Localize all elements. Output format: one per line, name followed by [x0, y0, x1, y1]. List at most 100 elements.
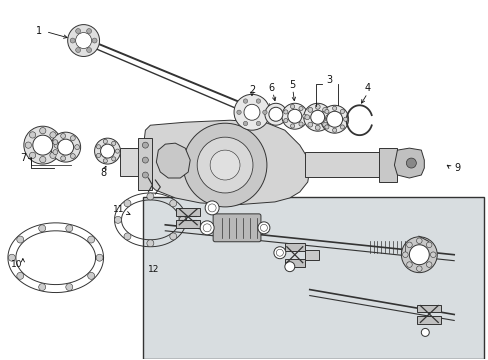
Circle shape: [256, 121, 260, 126]
Text: 1: 1: [36, 26, 42, 36]
Circle shape: [17, 273, 24, 279]
Circle shape: [179, 216, 186, 223]
Circle shape: [75, 145, 80, 149]
Circle shape: [426, 242, 431, 248]
Bar: [304, 152, 384, 177]
Circle shape: [406, 158, 415, 168]
Circle shape: [421, 328, 428, 336]
Circle shape: [321, 117, 325, 121]
Bar: [285, 259, 304, 267]
Circle shape: [244, 104, 260, 120]
Circle shape: [203, 224, 211, 232]
Circle shape: [307, 107, 312, 112]
Circle shape: [70, 38, 75, 43]
Circle shape: [94, 138, 120, 164]
Text: 7: 7: [20, 153, 26, 163]
Circle shape: [61, 156, 65, 161]
Circle shape: [268, 107, 282, 121]
Circle shape: [281, 103, 307, 129]
Circle shape: [124, 200, 131, 207]
Text: 12: 12: [147, 265, 159, 274]
Text: 5: 5: [288, 80, 294, 90]
Circle shape: [183, 123, 266, 207]
Circle shape: [58, 139, 74, 155]
Circle shape: [302, 114, 306, 118]
Text: 4: 4: [364, 84, 370, 93]
Circle shape: [273, 247, 285, 259]
Circle shape: [169, 200, 176, 207]
Bar: [304, 250, 318, 260]
Circle shape: [96, 153, 101, 158]
Circle shape: [236, 110, 241, 114]
Circle shape: [8, 254, 15, 261]
Circle shape: [70, 136, 75, 141]
Circle shape: [39, 225, 45, 232]
Circle shape: [343, 117, 347, 121]
Bar: [416, 316, 440, 324]
Circle shape: [200, 221, 214, 235]
Circle shape: [205, 201, 219, 215]
Circle shape: [310, 110, 324, 124]
Circle shape: [416, 238, 421, 244]
Polygon shape: [140, 120, 309, 205]
Circle shape: [298, 122, 303, 126]
Circle shape: [17, 236, 24, 243]
Circle shape: [39, 284, 45, 291]
Circle shape: [146, 240, 154, 247]
Text: 2: 2: [248, 85, 255, 95]
Circle shape: [332, 128, 336, 132]
Circle shape: [197, 137, 252, 193]
Circle shape: [53, 140, 58, 145]
Circle shape: [298, 106, 303, 111]
Circle shape: [322, 122, 327, 127]
Circle shape: [264, 103, 286, 125]
Circle shape: [124, 233, 131, 240]
Circle shape: [208, 204, 216, 212]
Circle shape: [324, 109, 328, 113]
Circle shape: [283, 118, 287, 123]
Circle shape: [406, 262, 411, 267]
Circle shape: [285, 262, 294, 272]
Circle shape: [86, 28, 91, 33]
Circle shape: [260, 224, 267, 231]
Text: 11: 11: [113, 206, 124, 215]
Circle shape: [426, 262, 431, 267]
Circle shape: [256, 99, 260, 103]
Circle shape: [96, 145, 101, 149]
Circle shape: [103, 139, 107, 144]
Circle shape: [315, 104, 320, 109]
Circle shape: [76, 32, 91, 49]
Circle shape: [340, 125, 344, 129]
Circle shape: [322, 107, 327, 112]
Polygon shape: [156, 143, 190, 178]
Circle shape: [76, 48, 81, 53]
Circle shape: [243, 99, 247, 103]
Circle shape: [276, 249, 283, 256]
Text: 3: 3: [326, 75, 332, 85]
Circle shape: [86, 48, 91, 53]
Circle shape: [429, 252, 435, 257]
Circle shape: [25, 142, 31, 148]
Bar: [138, 138, 152, 190]
Circle shape: [287, 109, 301, 123]
FancyArrowPatch shape: [418, 236, 428, 242]
Circle shape: [401, 237, 436, 273]
Bar: [176, 208, 200, 216]
Circle shape: [87, 236, 95, 243]
Circle shape: [142, 172, 148, 178]
Circle shape: [142, 142, 148, 148]
Circle shape: [325, 115, 330, 120]
Circle shape: [53, 150, 58, 154]
Circle shape: [50, 132, 56, 138]
Circle shape: [114, 216, 121, 223]
Bar: [285, 243, 304, 251]
Circle shape: [416, 266, 421, 271]
Circle shape: [40, 157, 46, 163]
Circle shape: [103, 159, 107, 163]
Circle shape: [243, 121, 247, 126]
Circle shape: [29, 152, 36, 158]
Text: 9: 9: [453, 163, 459, 173]
Circle shape: [92, 38, 97, 43]
Circle shape: [315, 125, 320, 130]
Bar: [176, 220, 200, 228]
